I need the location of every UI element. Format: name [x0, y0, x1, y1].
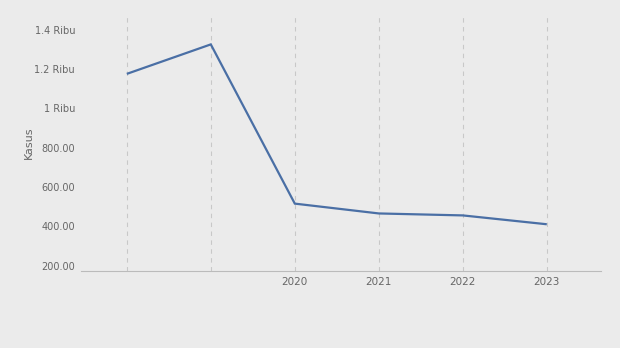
Y-axis label: Kasus: Kasus — [24, 126, 34, 159]
Legend: Sulawesi Selatan: Sulawesi Selatan — [97, 345, 237, 348]
